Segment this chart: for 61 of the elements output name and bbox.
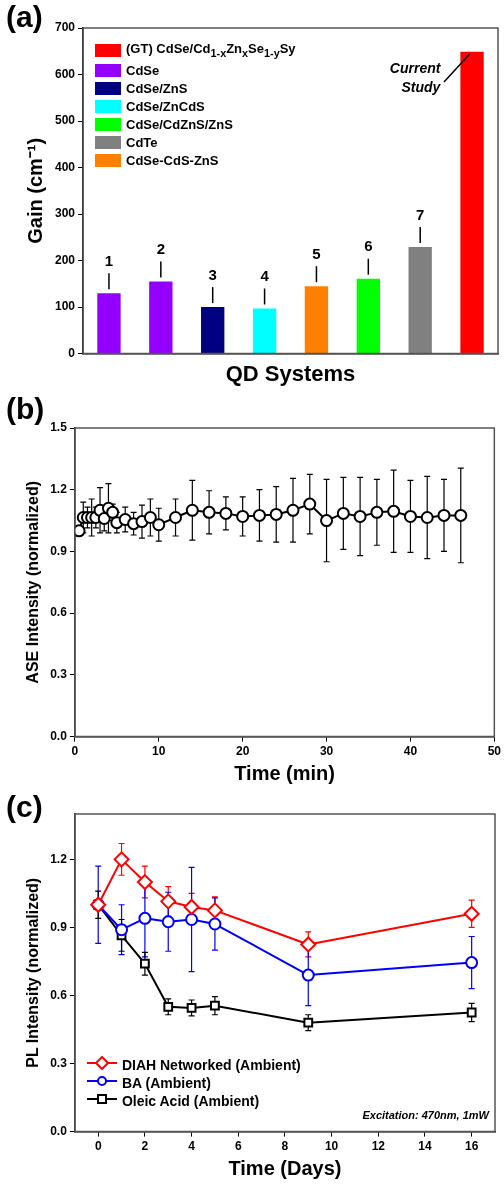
x-tick-label: 2 <box>141 1139 149 1154</box>
y-tick-label: 100 <box>54 299 76 314</box>
legend-label: Oleic Acid (Ambient) <box>121 1091 260 1110</box>
legend-label: DIAH Networked (Ambient) <box>121 1055 301 1074</box>
y-tick-label: 400 <box>54 159 76 174</box>
x-tick-label: 40 <box>403 744 418 759</box>
y-tick-label: 0.0 <box>50 1123 68 1138</box>
y-tick-label: 1.2 <box>50 851 68 866</box>
legend-label: CdSe/ZnS <box>126 79 188 98</box>
chart-title: (b) <box>6 392 45 426</box>
y-tick-label: 500 <box>54 113 76 128</box>
x-tick-label: 10 <box>324 1139 339 1154</box>
y-axis-title: ASE Intensity (normalized) <box>24 480 42 684</box>
y-tick-label: 0 <box>68 345 76 360</box>
legend-label: CdTe <box>126 133 158 152</box>
x-axis-title: QD Systems <box>225 360 356 386</box>
y-tick-label: 0.9 <box>50 919 68 934</box>
category-label: 1 <box>104 251 114 269</box>
y-tick-label: 700 <box>54 20 76 35</box>
y-axis-title: PL Intensity (normalized) <box>24 877 42 1068</box>
legend-label: CdSe <box>126 61 160 80</box>
x-tick-label: 10 <box>152 744 166 759</box>
y-tick-label: 0.9 <box>50 543 68 558</box>
y-tick-label: 1.2 <box>50 482 68 497</box>
y-tick-label: 0.6 <box>50 987 68 1002</box>
legend-label: BA (Ambient) <box>121 1073 211 1092</box>
legend-label: CdSe/CdZnS/ZnS <box>126 115 233 134</box>
y-tick-label: 200 <box>54 252 76 267</box>
x-tick-label: 30 <box>319 744 334 759</box>
x-tick-label: 8 <box>281 1139 289 1154</box>
y-tick-label: 0.3 <box>50 667 68 682</box>
y-axis-title: Gain (cm⁻¹) <box>23 137 46 244</box>
category-label: 5 <box>312 244 321 262</box>
category-label: 2 <box>156 240 165 258</box>
x-tick-label: 0 <box>94 1139 102 1154</box>
category-label: 6 <box>364 237 373 255</box>
y-tick-label: 0.3 <box>50 1055 68 1070</box>
annotation: Current Study <box>389 59 442 95</box>
x-tick-label: 16 <box>464 1139 479 1154</box>
category-label: 3 <box>208 265 217 283</box>
y-tick-label: 1.5 <box>50 420 68 435</box>
legend-label: (GT) CdSe/Cd$_{1-x}$Zn$_{x}$Se$_{1-y}$Sy <box>126 40 296 61</box>
chart-title: (a) <box>6 0 43 34</box>
x-tick-label: 6 <box>234 1139 242 1154</box>
x-tick-label: 14 <box>418 1139 432 1154</box>
y-tick-label: 0.6 <box>50 605 68 620</box>
x-tick-label: 12 <box>371 1139 386 1154</box>
legend-label: CdSe/ZnCdS <box>126 97 205 116</box>
x-tick-label: 50 <box>487 744 502 759</box>
y-tick-label: 300 <box>54 206 76 221</box>
chart-title: (c) <box>6 790 43 824</box>
legend-label: CdSe-CdS-ZnS <box>126 151 219 170</box>
annotation: Excitation: 470nm, 1mW <box>362 1109 491 1122</box>
category-label: 7 <box>416 205 425 223</box>
x-tick-label: 20 <box>235 744 250 759</box>
y-tick-label: 0.0 <box>50 728 68 743</box>
y-tick-label: 600 <box>54 66 76 81</box>
x-tick-label: 4 <box>188 1139 196 1154</box>
category-label: 4 <box>260 267 269 285</box>
x-axis-title: Time (min) <box>234 761 335 784</box>
x-axis-title: Time (Days) <box>228 1156 342 1179</box>
